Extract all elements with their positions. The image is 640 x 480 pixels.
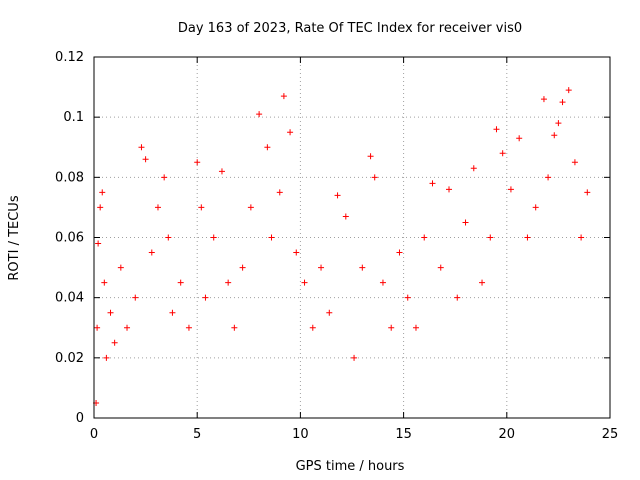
data-point [462, 219, 469, 226]
data-point [169, 309, 176, 316]
data-point [429, 180, 436, 187]
data-point [101, 279, 108, 286]
data-point [287, 129, 294, 136]
x-axis-label: GPS time / hours [296, 459, 405, 474]
x-tick-label: 15 [395, 427, 412, 442]
data-point [540, 96, 547, 103]
data-point [94, 324, 101, 331]
data-point [551, 132, 558, 139]
data-point [247, 204, 254, 211]
data-point [446, 186, 453, 193]
data-point [210, 234, 217, 241]
data-point [367, 153, 374, 160]
data-point [524, 234, 531, 241]
data-point [111, 339, 118, 346]
y-tick-label: 0.06 [55, 231, 84, 246]
data-point [388, 324, 395, 331]
data-point [326, 309, 333, 316]
grid-lines [94, 57, 610, 418]
data-point [256, 111, 263, 118]
data-point [555, 120, 562, 127]
data-point [516, 135, 523, 142]
data-point [571, 159, 578, 166]
data-point [218, 168, 225, 175]
data-point [301, 279, 308, 286]
axis-ticks: 0 5 10 15 20 25 0 0.02 0.04 0.06 0.08 0.1 0.12 [55, 50, 618, 442]
data-point [103, 354, 110, 361]
data-point [565, 87, 572, 94]
data-point [142, 156, 149, 163]
data-point [231, 324, 238, 331]
data-point [318, 264, 325, 271]
data-point [198, 204, 205, 211]
data-point [404, 294, 411, 301]
data-point [177, 279, 184, 286]
data-point [194, 159, 201, 166]
data-point [437, 264, 444, 271]
data-point [107, 309, 114, 316]
data-point [293, 249, 300, 256]
x-tick-label: 25 [602, 427, 619, 442]
plot-frame [93, 56, 611, 419]
data-point [268, 234, 275, 241]
data-point [470, 165, 477, 172]
data-point [97, 204, 104, 211]
data-point [132, 294, 139, 301]
data-point [124, 324, 131, 331]
x-tick-label: 5 [193, 427, 201, 442]
data-point [454, 294, 461, 301]
y-axis-label: ROTI / TECUs [7, 195, 22, 280]
data-point [532, 204, 539, 211]
data-point [161, 174, 168, 181]
data-point [412, 324, 419, 331]
data-point [421, 234, 428, 241]
x-tick-label: 10 [292, 427, 309, 442]
data-point [493, 126, 500, 133]
data-point [379, 279, 386, 286]
data-point [499, 150, 506, 157]
y-tick-label: 0 [76, 411, 84, 426]
y-tick-label: 0.02 [55, 351, 84, 366]
data-point [117, 264, 124, 271]
data-points [93, 87, 591, 406]
data-point [351, 354, 358, 361]
y-tick-label: 0.1 [63, 110, 84, 125]
data-point [99, 189, 106, 196]
data-point [359, 264, 366, 271]
data-point [165, 234, 172, 241]
data-point [334, 192, 341, 199]
data-point [479, 279, 486, 286]
data-point [559, 99, 566, 106]
data-point [545, 174, 552, 181]
data-point [185, 324, 192, 331]
data-point [276, 189, 283, 196]
y-tick-label: 0.12 [55, 50, 84, 65]
data-point [342, 213, 349, 220]
data-point [202, 294, 209, 301]
data-point [507, 186, 514, 193]
x-tick-label: 20 [499, 427, 516, 442]
chart-title: Day 163 of 2023, Rate Of TEC Index for r… [178, 21, 522, 36]
data-point [487, 234, 494, 241]
data-point [396, 249, 403, 256]
data-point [309, 324, 316, 331]
data-point [138, 144, 145, 151]
data-point [239, 264, 246, 271]
y-tick-label: 0.08 [55, 170, 84, 185]
data-point [280, 93, 287, 100]
data-point [154, 204, 161, 211]
data-point [578, 234, 585, 241]
data-point [148, 249, 155, 256]
data-point [264, 144, 271, 151]
data-point [95, 240, 102, 247]
data-point [371, 174, 378, 181]
y-tick-label: 0.04 [55, 291, 84, 306]
data-point [584, 189, 591, 196]
x-tick-label: 0 [90, 427, 98, 442]
data-point [225, 279, 232, 286]
